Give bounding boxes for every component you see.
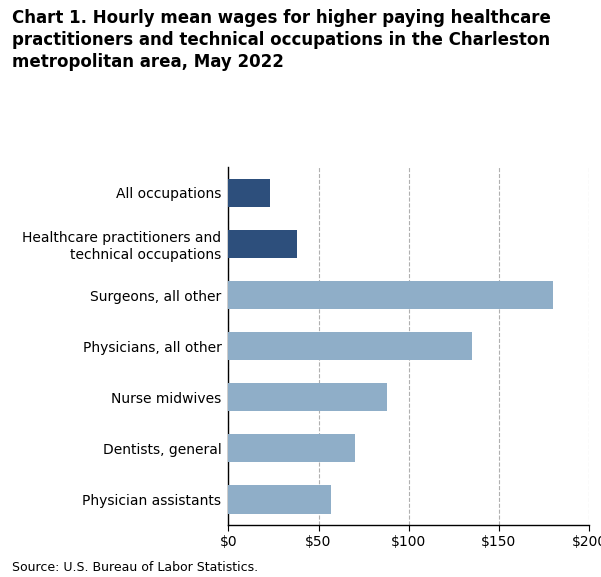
Bar (228, 485, 331, 514)
Bar (228, 434, 355, 463)
Bar (228, 281, 553, 309)
Text: Source: U.S. Bureau of Labor Statistics.: Source: U.S. Bureau of Labor Statistics. (12, 561, 258, 574)
Bar (228, 383, 387, 411)
Text: Chart 1. Hourly mean wages for higher paying healthcare
practitioners and techni: Chart 1. Hourly mean wages for higher pa… (12, 9, 551, 71)
Bar (228, 230, 297, 258)
Bar (228, 179, 270, 207)
Bar (228, 332, 472, 360)
